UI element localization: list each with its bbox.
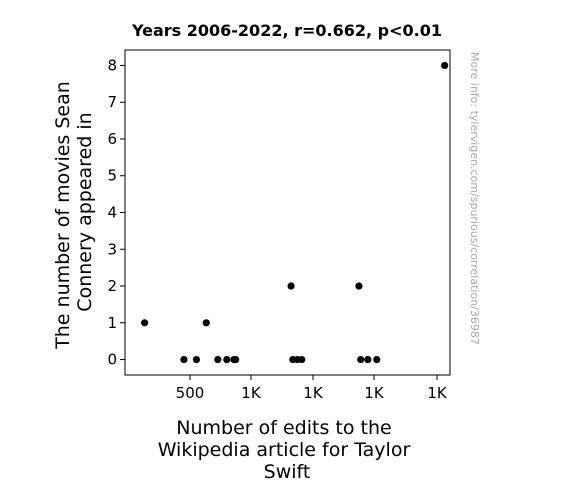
x-axis-title: Number of edits to the Wikipedia article… (158, 417, 417, 483)
data-point (192, 355, 201, 364)
y-tick-label: 0 (107, 351, 117, 369)
x-axis-title-line-3: Swift (264, 461, 311, 483)
data-point (141, 319, 149, 327)
y-tick-label: 7 (107, 93, 117, 111)
data-point (180, 355, 188, 364)
data-point (202, 319, 210, 327)
x-axis: 500 1K 1K 1K 1K (176, 375, 448, 402)
data-point (364, 355, 372, 364)
data-point (214, 355, 222, 364)
plot-area (124, 49, 451, 376)
y-tick-label: 1 (107, 314, 117, 332)
data-point (298, 355, 306, 364)
y-axis-title-line-2: Connery appeared in (74, 112, 96, 311)
data-point (223, 355, 231, 364)
y-axis-title: The number of movies Sean Connery appear… (52, 75, 96, 350)
y-tick-label: 5 (107, 167, 117, 185)
x-tick-label: 1K (427, 384, 448, 402)
x-axis-title-line-1: Number of edits to the (176, 417, 391, 439)
y-tick-label: 2 (107, 277, 117, 295)
data-point (287, 282, 295, 290)
y-tick-label: 6 (107, 130, 117, 148)
chart-title: Years 2006-2022, r=0.662, p<0.01 (131, 21, 442, 40)
y-tick-label: 3 (107, 240, 117, 258)
y-tick-label: 8 (107, 56, 117, 74)
data-point (441, 61, 449, 70)
x-tick-label: 1K (364, 384, 385, 402)
data-point (357, 355, 365, 364)
y-axis-title-line-1: The number of movies Sean (52, 81, 74, 350)
data-point (355, 282, 363, 290)
x-axis-title-line-2: Wikipedia article for Taylor (158, 439, 411, 461)
data-point (232, 355, 240, 364)
x-tick-label: 1K (241, 384, 262, 402)
x-tick-label: 1K (303, 384, 324, 402)
y-axis: 0 1 2 3 4 5 6 7 8 (107, 56, 125, 369)
y-tick-label: 4 (107, 204, 117, 222)
data-point (373, 355, 381, 364)
watermark-text: More info: tylervigen.com/spurious/corre… (468, 52, 481, 345)
data-points (141, 61, 449, 364)
x-tick-label: 500 (176, 384, 205, 402)
